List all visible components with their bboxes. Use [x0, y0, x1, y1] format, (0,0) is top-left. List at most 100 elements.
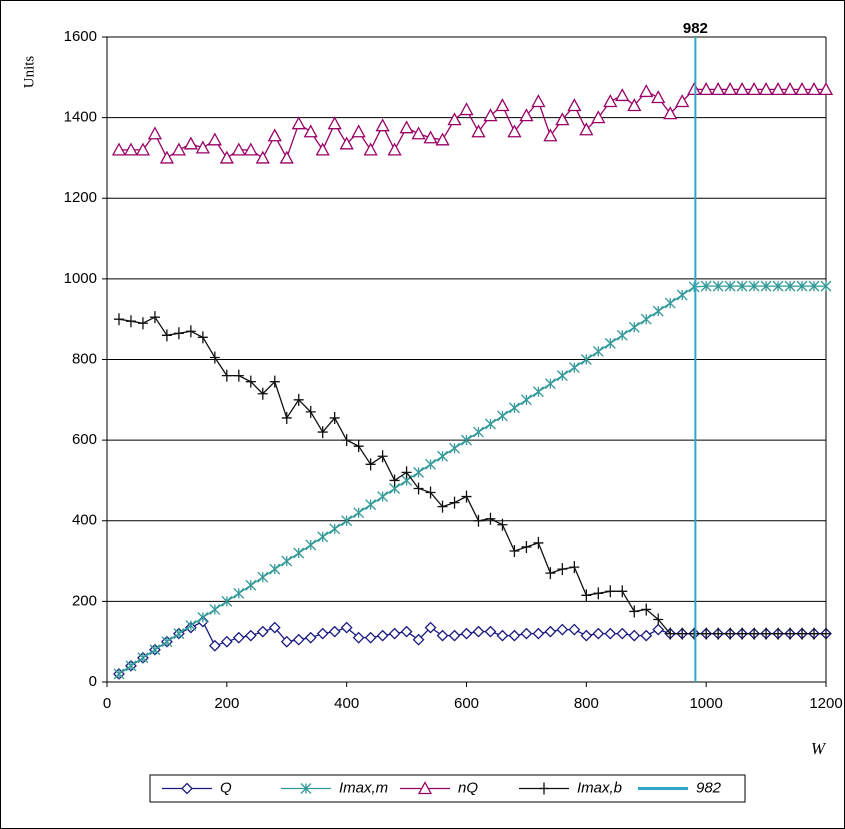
marker — [808, 280, 820, 292]
marker — [496, 629, 509, 642]
y-tick-label: 1600 — [64, 28, 97, 45]
marker — [520, 394, 532, 406]
marker — [219, 150, 234, 164]
marker — [387, 142, 402, 156]
marker — [460, 627, 473, 640]
marker — [497, 518, 508, 531]
marker — [579, 122, 594, 136]
marker — [640, 313, 652, 325]
marker — [183, 136, 198, 150]
marker — [401, 466, 412, 479]
marker — [556, 370, 568, 382]
marker — [423, 130, 438, 144]
marker — [352, 631, 365, 644]
marker — [351, 124, 366, 138]
marker — [137, 317, 148, 330]
x-tick-label: 400 — [334, 695, 359, 712]
marker — [207, 132, 222, 146]
legend-marker — [300, 783, 312, 794]
marker — [580, 629, 593, 642]
marker — [113, 668, 125, 680]
marker — [568, 623, 581, 636]
marker — [185, 325, 196, 338]
marker — [806, 82, 822, 96]
x-tick-label: 200 — [214, 695, 239, 712]
marker — [425, 486, 436, 499]
marker — [413, 466, 425, 478]
y-tick-label: 200 — [72, 592, 97, 609]
marker — [711, 82, 726, 96]
marker — [543, 128, 558, 142]
marker — [532, 386, 544, 398]
legend-label: Q — [220, 779, 232, 796]
legend-label: nQ — [458, 779, 478, 796]
marker — [794, 82, 810, 96]
marker — [243, 142, 258, 156]
marker — [233, 587, 245, 599]
marker — [593, 587, 604, 600]
marker — [459, 102, 474, 116]
marker — [676, 289, 688, 301]
marker — [471, 124, 486, 138]
marker — [509, 544, 520, 557]
marker — [796, 280, 808, 292]
y-tick-label: 0 — [89, 673, 97, 690]
marker — [616, 329, 628, 341]
marker — [713, 627, 724, 640]
marker — [592, 627, 605, 640]
legend-label: Imax,m — [339, 779, 388, 796]
marker — [435, 132, 450, 146]
marker — [339, 136, 354, 150]
marker — [472, 625, 485, 638]
marker — [256, 625, 269, 638]
marker — [521, 540, 532, 553]
marker — [328, 625, 341, 638]
marker — [268, 621, 281, 634]
marker — [269, 563, 281, 575]
marker — [341, 515, 353, 527]
marker — [556, 623, 569, 636]
marker — [688, 281, 700, 293]
marker — [173, 628, 185, 640]
marker — [413, 482, 424, 495]
marker — [303, 124, 318, 138]
marker — [267, 128, 282, 142]
marker — [484, 625, 497, 638]
marker — [782, 82, 798, 96]
marker — [784, 280, 796, 292]
y-tick-label: 1200 — [64, 189, 97, 206]
marker — [616, 627, 629, 640]
marker — [485, 512, 496, 525]
marker — [700, 280, 712, 292]
marker — [725, 627, 736, 640]
marker — [785, 627, 796, 640]
marker — [123, 142, 139, 156]
marker — [375, 118, 390, 132]
marker — [758, 82, 774, 96]
marker — [173, 327, 184, 340]
marker — [231, 142, 246, 156]
marker — [399, 120, 414, 134]
marker — [293, 547, 305, 559]
marker — [281, 555, 293, 567]
marker — [125, 315, 136, 328]
marker — [483, 108, 498, 122]
marker — [149, 644, 161, 656]
legend-label: Imax,b — [577, 779, 622, 796]
marker — [411, 126, 426, 140]
marker — [592, 345, 604, 357]
marker — [147, 126, 163, 140]
marker — [195, 140, 210, 154]
marker — [628, 629, 641, 642]
marker — [581, 589, 592, 602]
x-tick-label: 1200 — [809, 695, 842, 712]
marker — [665, 627, 676, 640]
y-axis-label: Units — [21, 56, 37, 89]
marker — [269, 375, 280, 388]
marker — [377, 450, 388, 463]
marker — [532, 627, 545, 640]
marker — [591, 110, 606, 124]
marker — [496, 410, 508, 422]
marker — [281, 411, 292, 424]
